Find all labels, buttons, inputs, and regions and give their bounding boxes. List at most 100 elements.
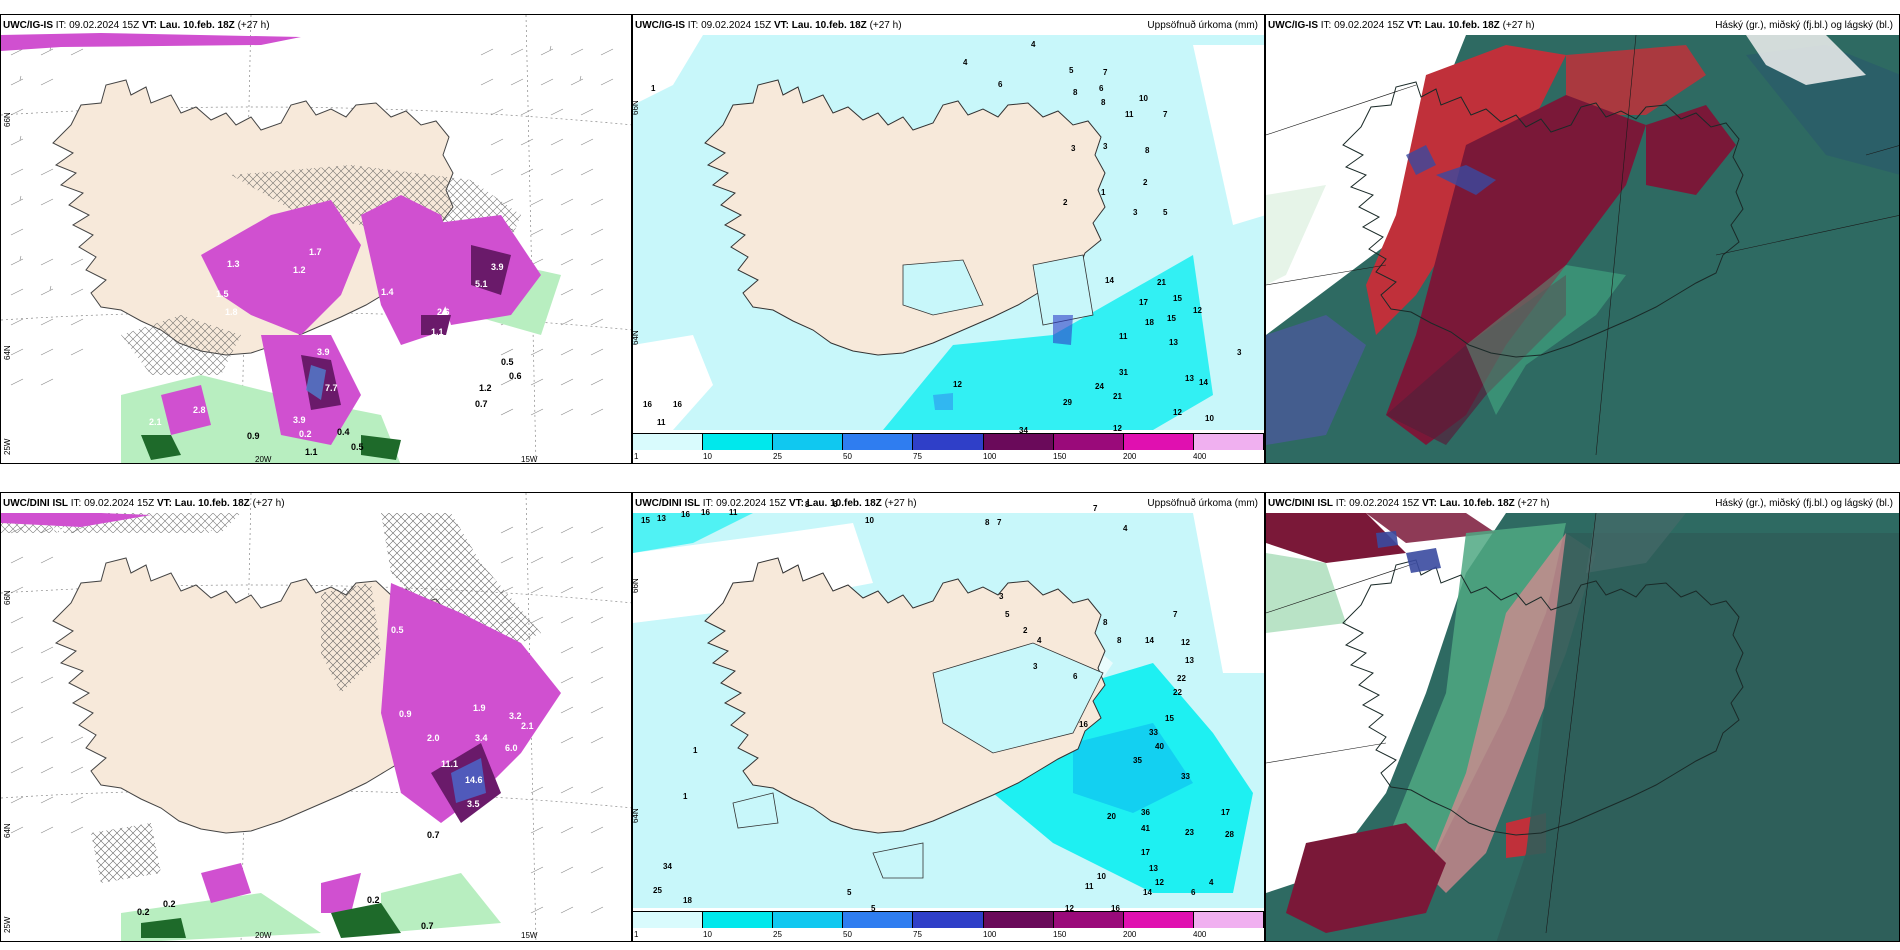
value-label: 1	[683, 792, 688, 801]
colorbar-label: 75	[913, 930, 922, 939]
colorbar-label: 100	[983, 930, 997, 939]
colorbar-label: 25	[773, 452, 782, 461]
value-label: 11.1	[441, 759, 458, 769]
value-label: 6	[1073, 672, 1078, 681]
value-label: 12	[1173, 408, 1182, 417]
value-label: 12	[1193, 306, 1202, 315]
colorbar-label: 150	[1053, 452, 1067, 461]
value-label: 0.9	[247, 431, 260, 441]
value-label: 2.8	[193, 405, 206, 415]
value-label: 12	[1181, 638, 1190, 647]
value-label: 0.2	[163, 899, 176, 909]
colorbar-segment	[1193, 434, 1264, 450]
panel-title: Háský (gr.), miðský (fj.bl.) og lágský (…	[1715, 498, 1893, 509]
colorbar-segment	[913, 434, 984, 450]
colorbar-label: 200	[1123, 930, 1137, 939]
value-label: 1	[651, 84, 656, 93]
map-precip-wind: 1.3 1.5 1.8 1.2 1.7 3.9 7.7 2.8 1.4 2.6 …	[1, 15, 631, 463]
value-label: 1.6	[51, 525, 64, 535]
colorbar-segment	[843, 912, 914, 928]
value-label: 22	[1173, 688, 1182, 697]
value-label: 0.5	[501, 357, 514, 367]
value-label: 16	[681, 510, 690, 519]
panel-bottom-middle: 15 13 16 16 11 8 6 10 8 7 7 4 3 5 2 4 3 …	[632, 492, 1265, 942]
lat-label: 66N	[632, 578, 640, 593]
value-label: 12	[953, 380, 962, 389]
value-label: 2.1	[521, 721, 534, 731]
value-label: 13	[1149, 864, 1158, 873]
value-label: 4	[963, 58, 968, 67]
value-label: 5	[1069, 66, 1074, 75]
value-label: 3	[1103, 142, 1108, 151]
value-label: 0.2	[137, 907, 150, 917]
value-label: 2	[1023, 626, 1028, 635]
value-label: 8	[985, 518, 990, 527]
panel-title: Háský (gr.), miðský (fj.bl.) og lágský (…	[1715, 20, 1893, 31]
map-accumulated-precip: 1 4 4 6 5 7 8 6 8 11 10 7 3 3 8 1 2 2 3 …	[633, 35, 1264, 435]
colorbar-label: 10	[703, 452, 712, 461]
value-label: 7	[997, 518, 1002, 527]
panel-header: UWC/IG-IS IT: 09.02.2024 15Z VT: Lau. 10…	[1268, 20, 1535, 31]
value-label: 8	[1101, 98, 1106, 107]
value-label: 24	[1095, 382, 1104, 391]
value-label: 33	[1181, 772, 1190, 781]
value-label: 8	[1145, 146, 1150, 155]
value-label: 3.2	[509, 711, 522, 721]
value-label: 7	[1173, 610, 1178, 619]
value-label: 20	[1107, 812, 1116, 821]
colorbar-label: 200	[1123, 452, 1137, 461]
value-label: 8	[1103, 618, 1108, 627]
value-label: 31	[1119, 368, 1128, 377]
value-label: 3	[1237, 348, 1242, 357]
colorbar-segment	[1053, 434, 1124, 450]
value-label: 2.6	[437, 307, 450, 317]
value-label: 6	[1099, 84, 1104, 93]
map-cloud-cover	[1266, 512, 1899, 941]
colorbar-segment	[843, 434, 914, 450]
colorbar-segment	[633, 912, 704, 928]
value-label: 13	[1185, 374, 1194, 383]
value-label: 40	[1155, 742, 1164, 751]
panel-top-middle: 1 4 4 6 5 7 8 6 8 11 10 7 3 3 8 1 2 2 3 …	[632, 14, 1265, 464]
value-label: 1.3	[227, 259, 240, 269]
value-label: 5	[1005, 610, 1010, 619]
value-label: 0.7	[475, 399, 488, 409]
value-label: 5	[847, 888, 852, 897]
colorbar-labels: 1 10 25 50 75 100 150 200 400	[633, 452, 1264, 462]
panel-header: UWC/DINI ISL IT: 09.02.2024 15Z VT: Lau.…	[635, 498, 917, 509]
map-accumulated-precip: 15 13 16 16 11 8 6 10 8 7 7 4 3 5 2 4 3 …	[633, 500, 1264, 913]
value-label: 14	[1143, 888, 1152, 897]
value-label: 12	[1065, 904, 1074, 913]
precip-colorbar	[633, 433, 1264, 450]
value-label: 17	[1221, 808, 1230, 817]
value-label: 0.5	[351, 442, 364, 452]
value-label: 11	[657, 418, 666, 427]
value-label: 5	[1163, 208, 1168, 217]
value-label: 1	[1101, 188, 1106, 197]
value-label: 0.2	[299, 429, 312, 439]
value-label: 3	[1033, 662, 1038, 671]
value-label: 2	[1063, 198, 1068, 207]
colorbar-labels: 1 10 25 50 75 100 150 200 400	[633, 930, 1264, 940]
colorbar-segment	[703, 434, 774, 450]
value-label: 29	[1063, 398, 1072, 407]
value-label: 18	[683, 896, 692, 905]
value-label: 4	[1209, 878, 1214, 887]
map-precip-wind: 1.6 2.8 0.5 0.9 2.0 1.9 3.2 3.4 11.1 14.…	[1, 493, 631, 941]
value-label: 11	[1125, 110, 1134, 119]
value-label: 1.2	[293, 265, 306, 275]
colorbar-segment	[983, 912, 1054, 928]
value-label: 3.9	[491, 262, 504, 272]
value-label: 0.9	[399, 709, 412, 719]
value-label: 11	[1085, 882, 1094, 891]
value-label: 0.5	[391, 625, 404, 635]
value-label: 34	[663, 862, 672, 871]
value-label: 34	[1019, 426, 1028, 435]
value-label: 3.9	[293, 415, 306, 425]
value-label: 8	[805, 500, 810, 509]
value-label: 1.1	[431, 327, 444, 337]
value-label: 10	[1205, 414, 1214, 423]
colorbar-label: 50	[843, 452, 852, 461]
colorbar-label: 50	[843, 930, 852, 939]
value-label: 41	[1141, 824, 1150, 833]
